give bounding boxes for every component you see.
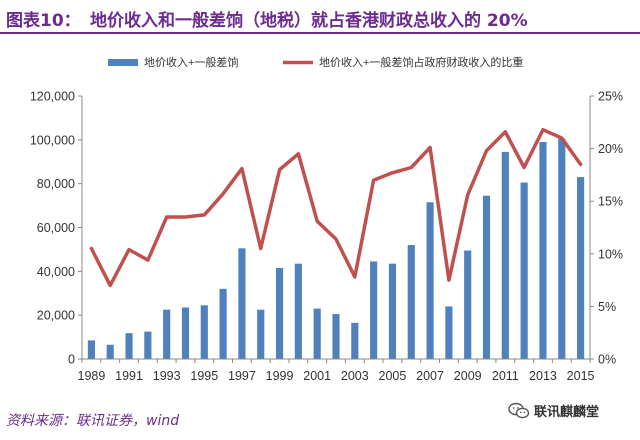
bar-1999 (275, 268, 284, 359)
bar-2015 (577, 177, 585, 359)
line-share-of-revenue (89, 127, 583, 288)
y-right-tick-label: 15% (598, 195, 623, 209)
y-left-tick-label: 120,000 (30, 90, 75, 104)
bar-1991 (125, 333, 133, 359)
x-tick-label: 1991 (115, 369, 143, 383)
y-left-tick-label: 40,000 (37, 265, 75, 279)
x-tick-label: 2007 (416, 369, 444, 383)
y-right-tick-label: 10% (598, 247, 623, 261)
bar-1994 (181, 307, 190, 359)
bar-2011 (501, 151, 509, 359)
y-left-tick-label: 80,000 (37, 177, 75, 191)
y-left-tick-label: 0 (68, 353, 75, 367)
bar-2001 (313, 308, 321, 359)
bar-line-chart: 地价收入+一般差饷 地价收入+一般差饷占政府财政收入的比重 0 20,000 40,0… (30, 55, 623, 383)
x-tick-label: 2011 (492, 369, 519, 383)
x-axis: 1989 1991 1993 1995 1997 1999 2001 2003 2005 2007… (78, 358, 595, 383)
x-tick-label: 2015 (567, 369, 595, 383)
y-right-tick-label: 20% (598, 142, 623, 156)
bar-2003 (351, 322, 359, 359)
x-tick-label: 1993 (153, 369, 181, 383)
bar-1998 (257, 309, 265, 359)
bar-1995 (200, 305, 208, 359)
legend-bar-swatch (108, 59, 138, 66)
bar-2008 (445, 306, 453, 359)
bar-2009 (464, 250, 472, 359)
x-tick-label: 1999 (266, 369, 294, 383)
x-tick-label: 2001 (303, 369, 331, 383)
bar-2002 (332, 314, 340, 359)
legend-line-label: 地价收入+一般差饷占政府财政收入的比重 (319, 55, 523, 69)
watermark-text: 联讯麒麟堂 (534, 405, 600, 420)
y-left-tick-label: 20,000 (37, 309, 75, 323)
x-tick-label: 2009 (454, 369, 482, 383)
bar-2012 (520, 182, 528, 359)
bar-2005 (388, 263, 397, 359)
bar-1989 (87, 340, 95, 359)
y-right-tick-label: 5% (598, 300, 616, 314)
bar-2010 (482, 195, 491, 359)
y-axis-left: 0 20,000 40,000 60,000 80,000 100,000 120,000 (30, 90, 83, 367)
bar-1990 (106, 344, 114, 359)
y-axis-right: 0% 5% 10% 15% 20% 25% (589, 90, 623, 367)
bar-1997 (238, 248, 246, 359)
y-left-tick-label: 100,000 (30, 133, 75, 147)
bar-2007 (426, 202, 434, 359)
bar-series (87, 138, 585, 359)
chart-legend: 地价收入+一般差饷 地价收入+一般差饷占政府财政收入的比重 (108, 55, 523, 69)
figure-title: 地价收入和一般差饷（地税）就占香港财政总收入的 20% (90, 11, 528, 31)
x-tick-label: 2003 (341, 369, 369, 383)
bar-2004 (370, 261, 378, 359)
figure-label: 图表10： (6, 11, 81, 31)
y-right-tick-label: 25% (598, 90, 623, 104)
x-tick-label: 1997 (228, 369, 256, 383)
x-tick-label: 2005 (379, 369, 407, 383)
x-tick-label: 1989 (78, 369, 106, 383)
y-left-tick-label: 60,000 (37, 221, 75, 235)
bar-2000 (294, 263, 302, 359)
source-note: 资料来源：联讯证券，wind (6, 413, 180, 429)
x-tick-label: 1995 (190, 369, 218, 383)
y-right-tick-label: 0% (598, 353, 616, 367)
line-series (89, 127, 583, 288)
wechat-icon (508, 402, 530, 418)
x-tick-label: 2013 (529, 369, 557, 383)
bar-1993 (163, 309, 171, 359)
bar-1992 (144, 331, 152, 359)
title-divider (0, 32, 640, 34)
chart-title: 图表10： 地价收入和一般差饷（地税）就占香港财政总收入的 20% (6, 4, 634, 31)
legend-bar-label: 地价收入+一般差饷 (144, 55, 238, 69)
bar-2014 (558, 138, 566, 359)
bar-2013 (539, 142, 547, 359)
bar-1996 (219, 288, 227, 359)
bar-2006 (407, 245, 415, 359)
watermark: 联讯麒麟堂 (508, 401, 599, 420)
